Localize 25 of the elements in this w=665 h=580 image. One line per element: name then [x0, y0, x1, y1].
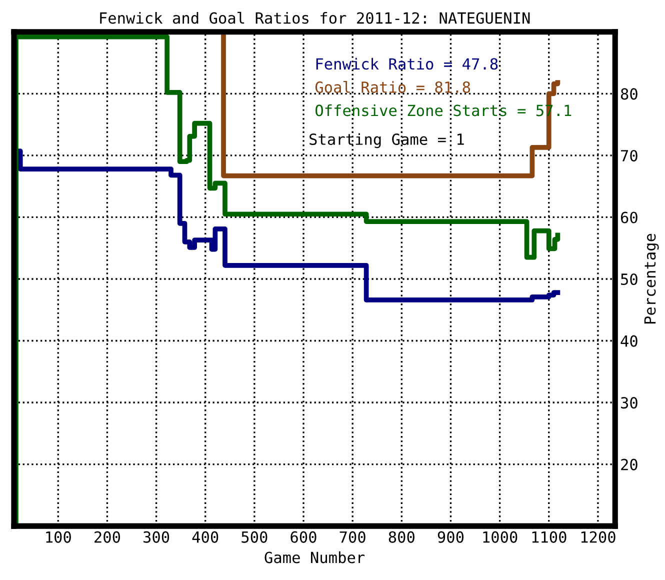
y-tick-label: 30	[621, 397, 638, 409]
x-tick-label: 800	[388, 531, 414, 543]
text: Fenwick Ratio = 47.8	[316, 58, 498, 70]
x-tick-label: 400	[192, 531, 218, 543]
x-tick-label: 700	[340, 531, 366, 543]
y-tick-label: 40	[620, 335, 638, 347]
x-tick-label: 200	[94, 531, 120, 543]
x-tick-label: 300	[144, 531, 170, 543]
y-tick-label: 70	[621, 150, 638, 162]
y-tick-label: 20	[621, 458, 638, 470]
annotation: Starting Game = 1	[310, 133, 464, 148]
x-tick-label: 100	[46, 531, 71, 543]
x-tick-label: 1100	[532, 531, 566, 543]
y-tick-label: 60	[620, 212, 638, 224]
y-tick-label: 80	[620, 88, 638, 100]
text: Goal Ratio = 81.8	[315, 81, 470, 93]
x-tick-label: 600	[290, 531, 316, 543]
chart-title: Fenwick and Goal Ratios for 2011-12: NATEGUENIN	[100, 12, 530, 24]
x-tick-label: 900	[438, 531, 464, 543]
x-tick-label: 1000	[483, 531, 518, 543]
y-axis-title: Percentage	[644, 234, 659, 324]
y-tick-label: 50	[621, 273, 638, 286]
x-tick-label: 500	[242, 531, 268, 543]
x-axis-title: Game Number	[264, 551, 365, 564]
x-tick-label: 1200	[581, 531, 616, 543]
